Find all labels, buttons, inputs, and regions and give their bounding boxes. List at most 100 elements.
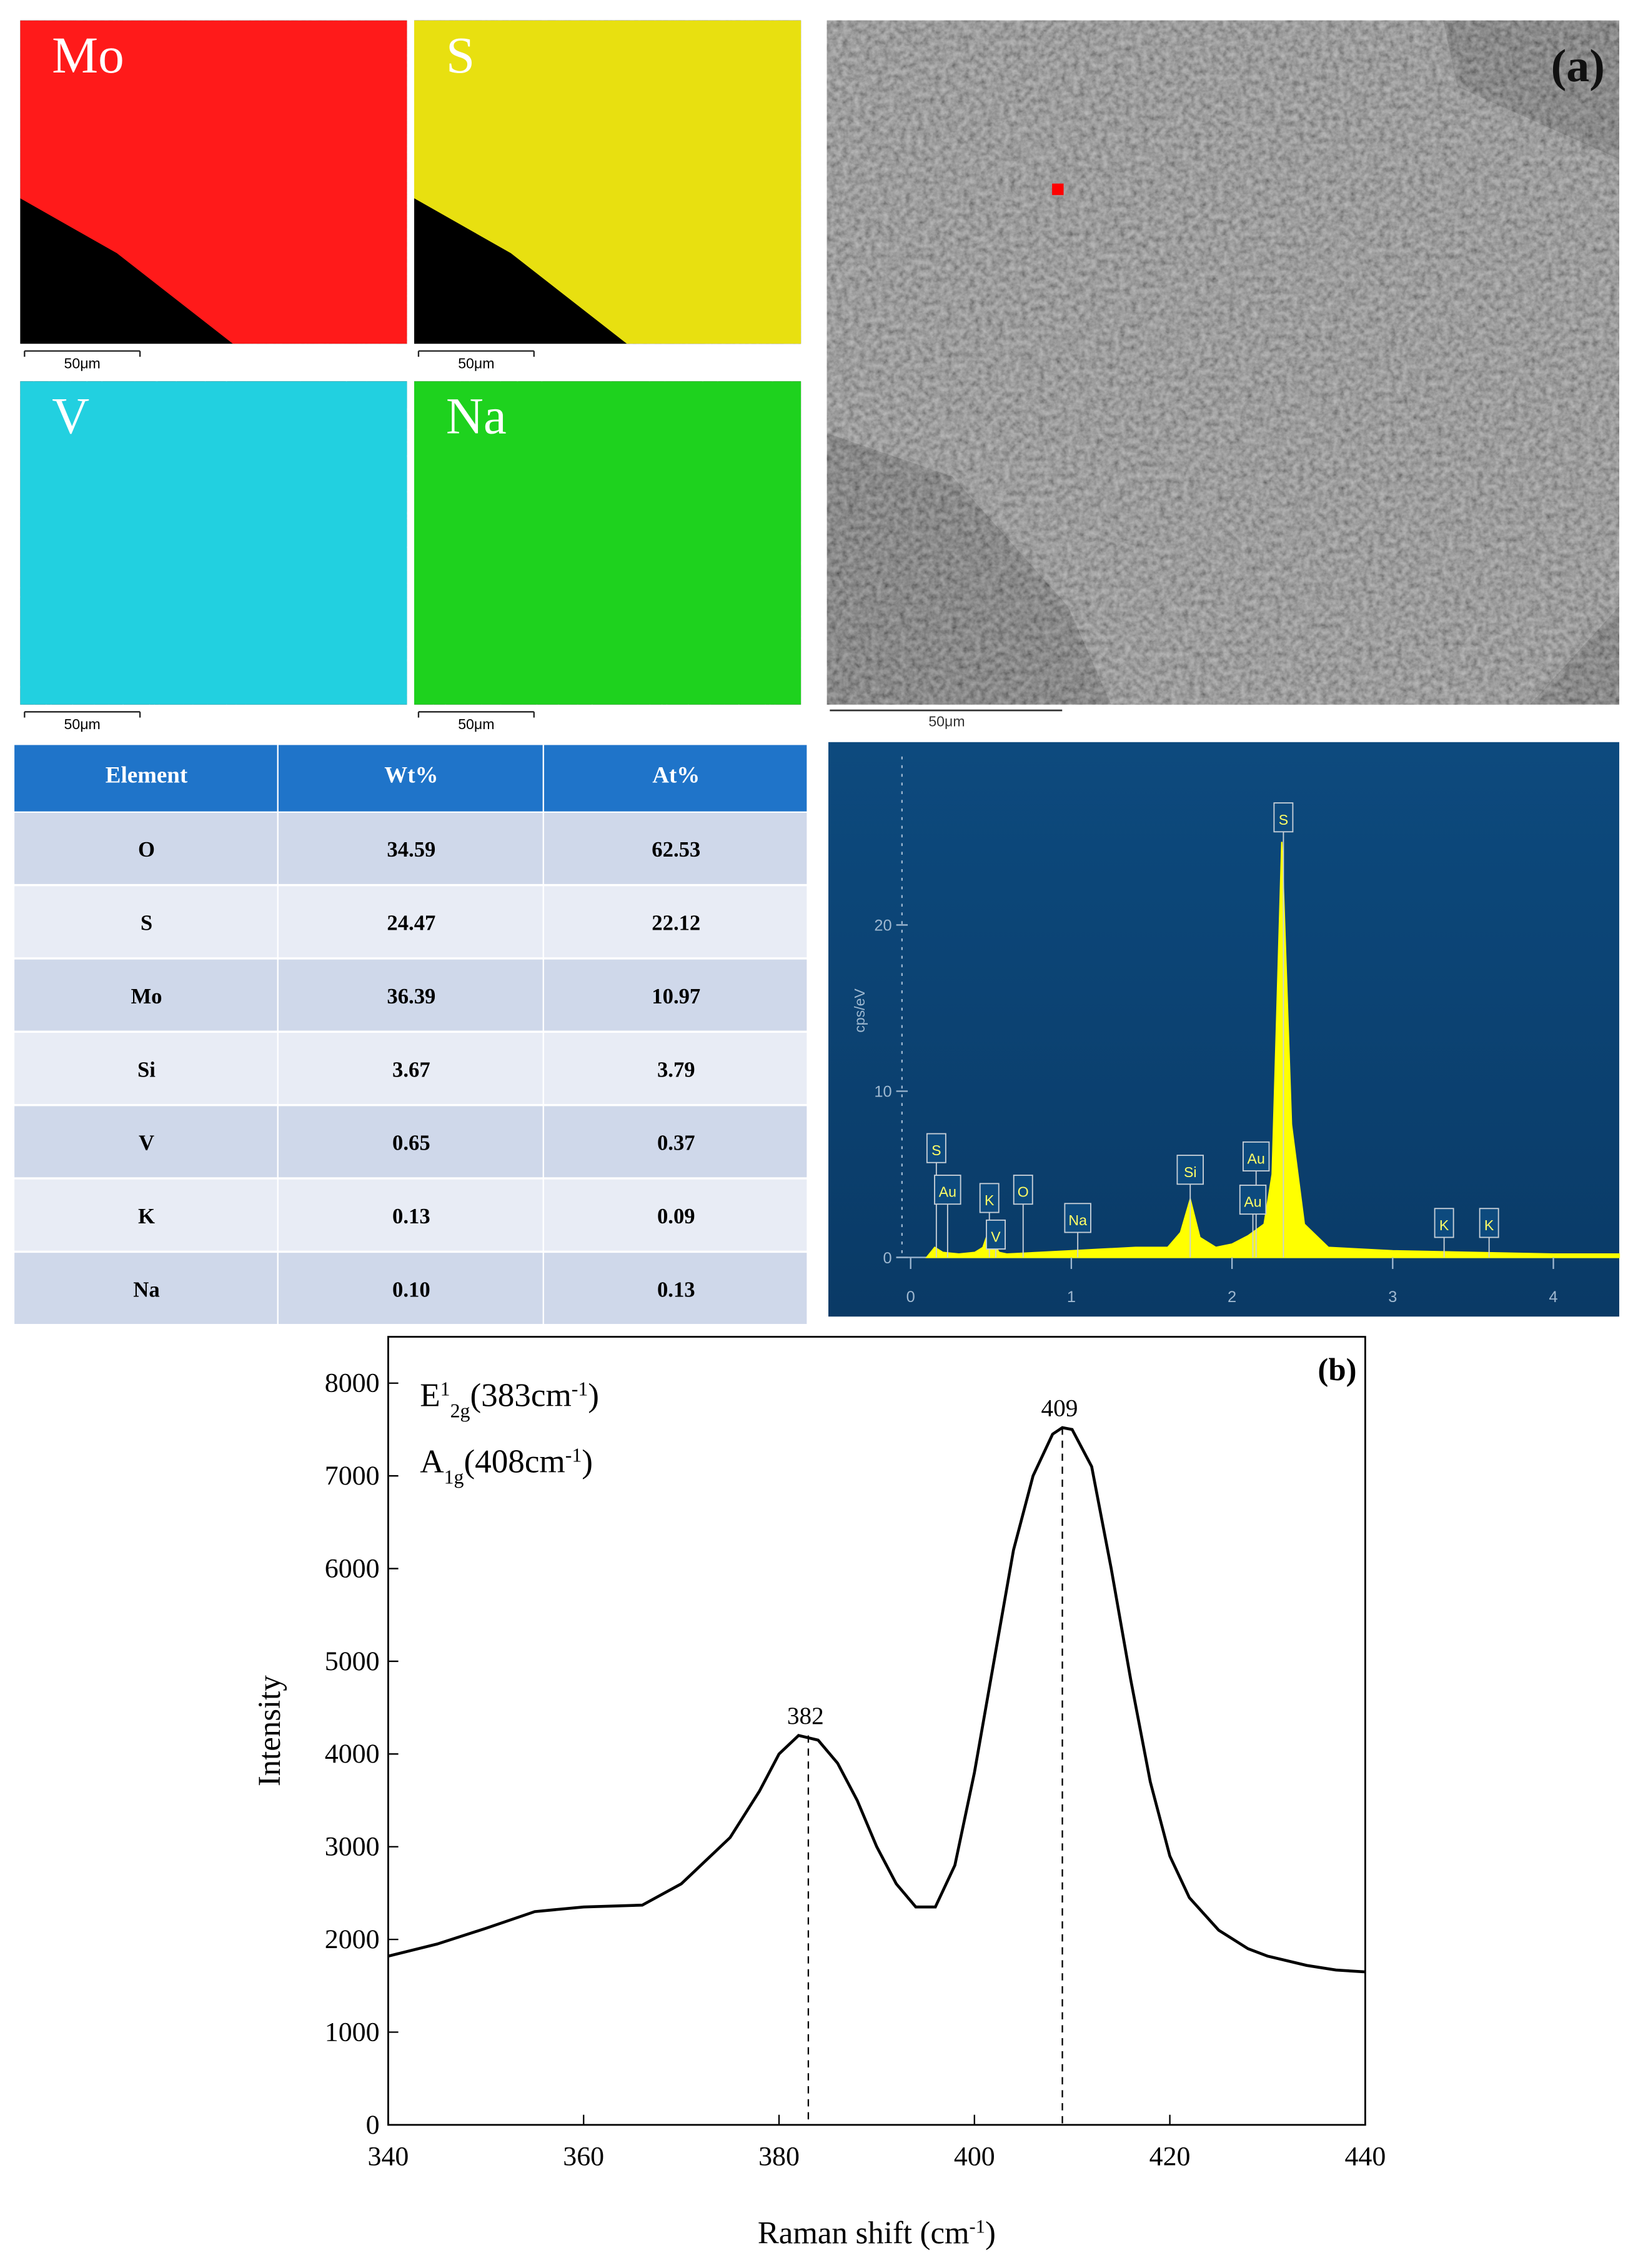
table-cell-text: O [138,838,155,862]
annotation-label: S [931,1142,941,1158]
table-header: Wt% [384,762,438,787]
y-tick-label: 6000 [325,1553,380,1583]
annotation-box [1239,1185,1267,1215]
map-tint [20,381,407,705]
y-tick-label: 3000 [325,1832,380,1862]
annotation-label: Na [1068,1212,1087,1228]
x-tick-label: 0 [906,1288,915,1306]
annotation-label: Au [1244,1194,1261,1210]
table-cell-text: K [138,1205,155,1228]
table-cell-text: 10.97 [652,985,700,1008]
y-tick-label: 0 [366,2110,380,2140]
sem-label: (a) [1551,40,1605,91]
table-cell [14,1179,277,1251]
annotation-box [986,1219,1006,1250]
x-tick-label: 2 [1228,1288,1236,1306]
map-element-label: Na [446,387,507,444]
annotation-box [926,1133,946,1163]
table-cell [544,812,807,884]
table-cell-text: 24.47 [387,912,435,935]
table-cell-text: 62.53 [652,838,700,862]
text-part: E [420,1377,440,1413]
table-cell [14,886,277,958]
table-cell-text: 36.39 [387,985,435,1008]
x-tick-label: 3 [1388,1288,1397,1306]
table-cell [544,959,807,1031]
table-cell-text: Mo [131,985,162,1008]
x-tick-label: 440 [1344,2142,1386,2172]
x-tick-label: 380 [758,2142,800,2172]
annotation-box [1013,1175,1033,1205]
table-cell [14,1106,277,1178]
map-element-label: V [52,387,89,444]
table-cell [14,812,277,884]
table-cell-text: 34.59 [387,838,435,862]
table-cell-text: 0.13 [392,1205,430,1228]
y-tick-label: 20 [874,917,891,935]
text-part: -1 [572,1378,588,1400]
table-cell [544,1106,807,1178]
text-part: Raman shift (cm [758,2215,970,2250]
table-cell [544,886,807,958]
annotation-box [1242,1141,1270,1171]
scale-text: 50μm [458,355,494,371]
scale-text: 50μm [458,716,494,732]
panel-label: (b) [1318,1352,1356,1387]
scale-text: 50μm [64,355,101,371]
table-cell [14,959,277,1031]
y-axis-label: Intensity [252,1675,287,1786]
y-tick-label: 8000 [325,1368,380,1398]
annotation-box [934,1175,961,1205]
table-cell-text: V [139,1132,154,1155]
x-tick-label: 4 [1549,1288,1557,1306]
text-part: ) [582,1444,593,1480]
x-tick-label: 1 [1067,1288,1076,1306]
y-tick-label: 0 [883,1250,892,1267]
text-part: 1g [444,1466,464,1488]
table-cell-text: Si [137,1058,156,1082]
y-tick-label: 7000 [325,1461,380,1491]
scale-text: 50μm [64,716,101,732]
text-part: A [420,1444,444,1480]
annotation-box [1176,1155,1204,1185]
annotation-box [1273,802,1294,833]
table-header-cell [14,745,277,812]
y-axis-label: cps/eV [851,988,868,1033]
text-part: ) [985,2215,996,2250]
table-cell [278,812,543,884]
x-axis-label: Raman shift (cm-1) [758,2215,996,2250]
annotation-box [1479,1208,1499,1238]
table-cell [544,1033,807,1104]
y-tick-label: 1000 [325,2017,380,2047]
annotation-label: Au [939,1184,956,1200]
table-cell [544,1253,807,1325]
table-cell-text: 3.79 [657,1058,695,1082]
table-cell-text: 0.37 [657,1132,695,1155]
x-tick-label: 360 [563,2142,604,2172]
annotation-label: O [1018,1184,1029,1200]
table-header-cell [544,745,807,812]
annotation-label: Au [1248,1150,1265,1166]
note: E12g(383cm-1) [420,1377,599,1421]
scale-text: 50μm [928,713,965,729]
table-cell-text: 0.13 [657,1278,695,1301]
annotation-label: V [991,1229,1001,1245]
table-cell-text: S [141,912,152,935]
sem-texture [826,20,1619,705]
map-element-label: Mo [52,26,124,84]
text-part: 1 [440,1378,450,1400]
table-cell [278,1253,543,1325]
annotation-box [1434,1208,1454,1238]
map-dots [414,381,802,705]
map-dots [20,381,407,705]
table-cell-text: 0.09 [657,1205,695,1228]
annotation-box [1064,1203,1091,1233]
table-cell [544,1179,807,1251]
text-part: (408cm [464,1444,565,1480]
table-cell-text: 0.65 [392,1132,430,1155]
table-cell [14,1033,277,1104]
raman-line [387,1426,1366,1974]
map-element-label: S [446,26,475,84]
table-cell [278,1179,543,1251]
